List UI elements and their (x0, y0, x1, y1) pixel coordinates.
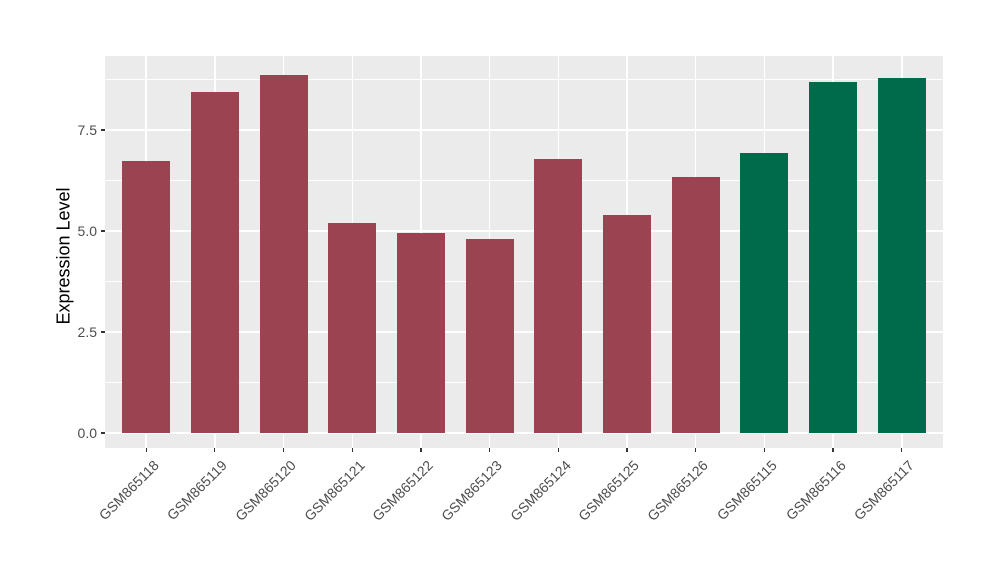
h-gridline-major (105, 129, 943, 131)
y-tick-label: 2.5 (77, 324, 97, 340)
x-tick-label: GSM865115 (713, 457, 780, 524)
x-axis-tick (557, 448, 559, 452)
bar-GSM865124 (534, 159, 583, 433)
y-tick-label: 5.0 (77, 223, 97, 239)
y-tick-label: 7.5 (77, 122, 97, 138)
h-gridline-minor (105, 79, 943, 80)
x-axis-tick (832, 448, 834, 452)
bar-GSM865122 (396, 232, 445, 433)
x-axis-tick (420, 448, 422, 452)
x-tick-label: GSM865117 (850, 457, 918, 524)
x-tick-label: GSM865121 (300, 457, 368, 524)
h-gridline-major (105, 230, 943, 232)
x-tick-label: GSM865120 (232, 457, 299, 524)
h-gridline-major (105, 432, 943, 434)
x-tick-label: GSM865118 (95, 457, 162, 524)
y-axis-title: Expression Level (53, 187, 74, 325)
x-tick-label: GSM865122 (369, 457, 437, 524)
bar-GSM865123 (465, 238, 514, 433)
x-axis-tick (145, 448, 147, 452)
bar-GSM865119 (190, 92, 239, 433)
bar-GSM865118 (122, 161, 171, 433)
x-axis-tick (695, 448, 697, 452)
x-tick-label: GSM865126 (644, 457, 712, 524)
x-axis-tick (626, 448, 628, 452)
h-gridline-minor (105, 281, 943, 282)
x-tick-label: GSM865116 (782, 457, 849, 524)
bar-GSM865125 (602, 215, 652, 433)
h-gridline-minor (105, 382, 943, 383)
x-axis-tick (489, 448, 491, 452)
bar-GSM865115 (740, 153, 789, 433)
x-tick-label: GSM865124 (506, 457, 574, 524)
y-tick-label: 0.0 (77, 425, 97, 441)
y-axis-tick (101, 432, 105, 434)
bar-GSM865121 (328, 223, 377, 433)
h-gridline-minor (105, 180, 943, 181)
bar-GSM865117 (877, 78, 926, 433)
bar-GSM865116 (809, 81, 858, 433)
y-axis-tick (101, 230, 105, 232)
x-axis-tick (214, 448, 216, 452)
plot-panel (105, 56, 943, 448)
x-axis-tick (282, 448, 285, 452)
x-axis-tick (763, 448, 765, 452)
x-tick-label: GSM865119 (164, 457, 231, 524)
x-axis-tick (901, 448, 903, 452)
bar-GSM865126 (671, 177, 720, 433)
x-tick-label: GSM865125 (575, 457, 643, 524)
y-axis-tick (101, 331, 105, 333)
x-tick-label: GSM865123 (438, 457, 505, 524)
x-axis-tick (351, 448, 353, 452)
bar-GSM865120 (259, 75, 308, 433)
h-gridline-major (105, 331, 943, 333)
y-axis-tick (101, 129, 105, 131)
